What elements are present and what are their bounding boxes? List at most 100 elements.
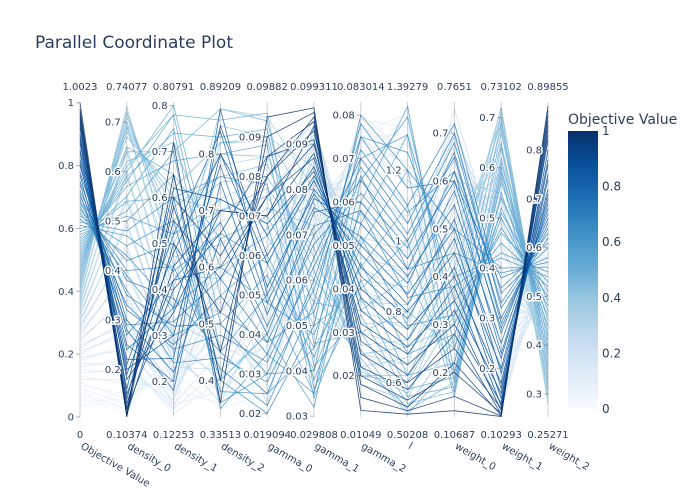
axis-tick-label: 0.4	[58, 287, 74, 298]
data-polyline	[79, 122, 549, 408]
axis-tick-label: 0.6	[526, 243, 542, 254]
axis-tick-label: 0.08	[239, 172, 261, 183]
axis-tick-label: 0.2	[58, 350, 74, 361]
axis-range-min: 0	[77, 430, 83, 441]
axis-tick-label: 0.5	[479, 213, 495, 224]
data-polyline	[79, 108, 549, 417]
axis-range-min: 0.25271	[527, 430, 568, 441]
axis-tick-label: 0.04	[333, 284, 355, 295]
chart-title: Parallel Coordinate Plot	[35, 33, 233, 53]
data-polyline	[79, 164, 549, 355]
data-polyline	[79, 108, 549, 383]
data-polyline	[79, 105, 549, 409]
axis-tick-label: 1.2	[386, 166, 402, 177]
axis-tick-label: 0.09	[239, 132, 261, 143]
axis-tick-label: 0.4	[105, 266, 121, 277]
axis-range-max: 0.89209	[200, 82, 241, 93]
data-polyline	[79, 140, 549, 385]
axis-tick-label: 0.3	[105, 315, 121, 326]
axis-tick-label: 0.5	[432, 224, 448, 235]
data-polyline	[79, 134, 549, 395]
axis-tick-label: 0.6	[386, 378, 402, 389]
data-polyline	[79, 128, 549, 397]
data-polyline	[79, 152, 549, 390]
axis-gamma_0[interactable]: 0.02 0.03 0.04 0.05 0.06 0.07 0.08 0.09 0.09882 0…	[237, 82, 314, 475]
axis-range-min: 0.10687	[434, 430, 475, 441]
data-polyline	[79, 121, 549, 416]
data-polyline	[79, 130, 549, 375]
axis-tick-label: 0.04	[286, 366, 308, 377]
axis-tick-label: 0.8	[526, 146, 542, 157]
axis-tick-label: 0.3	[479, 314, 495, 325]
axis-title: gamma_2	[359, 441, 407, 475]
axis-tick-label: 0.07	[239, 211, 261, 222]
data-polyline	[79, 176, 549, 400]
axis-tick-label: 0.8	[152, 101, 168, 112]
axis-tick-label: 0.04	[239, 330, 261, 341]
axis-range-max: 1.39279	[387, 82, 428, 93]
axis-tick-label: 0.02	[239, 409, 261, 420]
axis-tick-label: 0.07	[286, 230, 308, 241]
axis-tick-label: 0.07	[333, 154, 355, 165]
axis-tick-label: 0	[68, 413, 74, 424]
axis-range-max: 0.73102	[481, 82, 522, 93]
axis-tick-label: 0.4	[526, 341, 542, 352]
axis-title: weight_0	[453, 441, 498, 473]
axis-tick-label: 0.7	[432, 129, 448, 140]
axis-tick-label: 0.7	[479, 113, 495, 124]
colorbar-tick-label: 0	[602, 402, 610, 416]
axis-tick-label: 0.5	[198, 319, 214, 330]
axis-tick-label: 0.7	[526, 194, 542, 205]
axis-range-min: 0.33513	[200, 430, 241, 441]
colorbar-tick-label: 0.6	[602, 235, 621, 249]
axis-tick-label: 0.5	[526, 292, 542, 303]
axis-tick-label: 0.3	[152, 331, 168, 342]
axis-tick-label: 0.02	[333, 371, 355, 382]
axis-tick-label: 0.6	[479, 163, 495, 174]
axis-title: density_1	[172, 441, 219, 475]
colorbar-tick-label: 1	[602, 124, 610, 138]
axis-range-min: 0.10293	[481, 430, 522, 441]
axis-tick-label: 0.4	[432, 272, 448, 283]
data-polyline	[79, 112, 549, 415]
axis-tick-label: 0.3	[432, 320, 448, 331]
axis-tick-label: 0.03	[286, 412, 308, 423]
data-polyline	[79, 112, 549, 394]
axis-range-max: 1.0023	[63, 82, 98, 93]
data-polyline	[79, 124, 549, 405]
polylines-layer	[79, 102, 549, 417]
axis-tick-label: 0.8	[58, 161, 74, 172]
axis-gamma_1[interactable]: 0.03 0.04 0.05 0.06 0.07 0.08 0.09 0.099311 0.02…	[284, 82, 361, 475]
axis-tick-label: 0.06	[239, 251, 261, 262]
data-polyline	[79, 137, 549, 408]
data-polyline	[79, 115, 549, 417]
axis-tick-label: 0.09	[286, 140, 308, 151]
axis-tick-label: 0.7	[198, 206, 214, 217]
colorbar-title: Objective Value	[568, 112, 677, 128]
axis-title: l	[406, 441, 414, 452]
axis-tick-label: 0.3	[526, 389, 542, 400]
data-polyline	[79, 122, 549, 370]
data-polyline	[79, 198, 549, 382]
colorbar: Objective Value 0 0.2 0.4 0.6 0.8 1	[568, 112, 677, 416]
axis-tick-label: 0.2	[152, 377, 168, 388]
axis-tick-label: 0.6	[58, 224, 74, 235]
data-polyline	[79, 127, 549, 413]
axis-range-max: 0.083014	[337, 82, 385, 93]
axis-range-max: 0.80791	[153, 82, 194, 93]
data-polyline	[79, 134, 549, 356]
data-polyline	[79, 156, 549, 355]
data-polyline	[79, 118, 549, 410]
axis-range-min: 0.50208	[387, 430, 428, 441]
axis-tick-label: 0.2	[432, 368, 448, 379]
axis-tick-label: 0.06	[333, 197, 355, 208]
data-polyline	[79, 114, 549, 414]
axis-tick-label: 0.03	[333, 328, 355, 339]
axis-tick-label: 0.05	[333, 241, 355, 252]
axis-tick-label: 1	[68, 98, 74, 109]
axis-tick-label: 1	[395, 236, 401, 247]
